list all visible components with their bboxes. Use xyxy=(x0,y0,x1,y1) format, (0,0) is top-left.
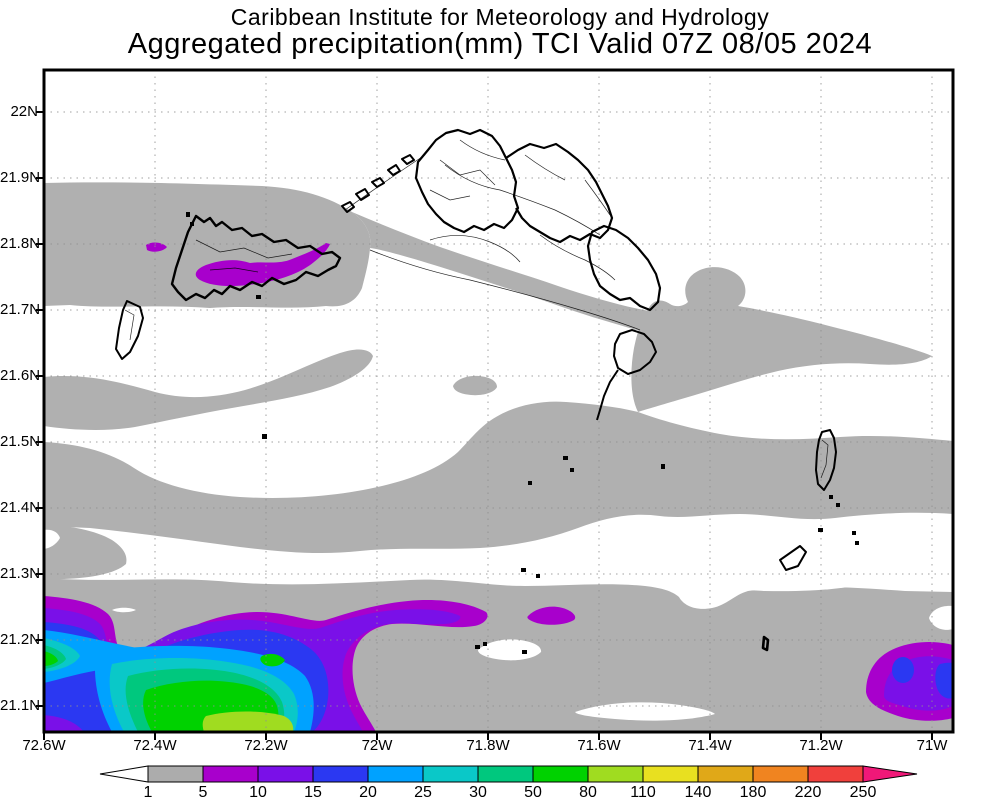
provo-magenta-patch xyxy=(195,243,330,287)
colorbar-value: 140 xyxy=(684,784,712,800)
south-caicos-island xyxy=(613,329,657,375)
southwest-precip-max xyxy=(44,596,488,732)
providenciales-island xyxy=(170,214,342,302)
provo-magenta-speck xyxy=(146,242,167,252)
precip-holes-layer xyxy=(44,426,953,721)
colorbar-value: 25 xyxy=(414,784,432,800)
lat-label: 21.8N xyxy=(0,235,41,252)
lon-label: 71.6W xyxy=(577,737,621,754)
lon-label: 71.4W xyxy=(688,737,732,754)
colorbar-box xyxy=(312,765,369,783)
precip-shaded-layers xyxy=(44,242,953,732)
gray-top-band xyxy=(44,182,371,308)
colorbar-box xyxy=(202,765,259,783)
colorbar-box xyxy=(477,765,534,783)
lat-label: 21.2N xyxy=(0,631,41,648)
lat-label: 21.9N xyxy=(0,169,41,186)
colorbar-value: 110 xyxy=(630,784,656,800)
colorbar-box xyxy=(807,765,864,783)
colorbar-underflow-arrow xyxy=(99,765,149,783)
salt-cay-island xyxy=(779,545,807,571)
institute-title: Caribbean Institute for Meteorology and … xyxy=(230,4,770,30)
lon-label: 72.4W xyxy=(133,737,177,754)
cay-chain xyxy=(341,154,415,213)
product-title: Aggregated precipitation(mm) TCI Valid 0… xyxy=(127,28,873,60)
colorbar-value: 30 xyxy=(469,784,487,800)
colorbar-box xyxy=(752,765,809,783)
colorbar-value: 80 xyxy=(579,784,597,800)
colorbar-box xyxy=(147,765,204,783)
colorbar-box xyxy=(587,765,644,783)
lon-label: 71W xyxy=(916,737,948,754)
middle-caicos-island xyxy=(505,142,614,244)
lat-label: 21.5N xyxy=(0,433,41,450)
colorbar-value: 180 xyxy=(739,784,767,800)
colorbar-value: 1 xyxy=(143,784,153,800)
southeast-precip-blob xyxy=(866,641,953,721)
colorbar-box xyxy=(697,765,754,783)
east-caicos-island xyxy=(586,224,662,312)
lat-label: 21.3N xyxy=(0,565,41,582)
lat-label: 22N xyxy=(10,103,38,120)
grand-turk-island xyxy=(815,429,837,491)
gray-left-connector xyxy=(44,524,127,580)
colorbar-value: 250 xyxy=(849,784,877,800)
colorbar-value: 10 xyxy=(249,784,267,800)
north-caicos-island xyxy=(414,128,520,234)
lon-label: 71.2W xyxy=(799,737,843,754)
long-cay-strip xyxy=(596,369,619,421)
magenta-lens xyxy=(527,606,576,625)
gray-wave-band xyxy=(44,349,373,430)
west-caicos-island xyxy=(115,300,144,360)
lat-label: 21.6N xyxy=(0,367,41,384)
colorbar-box xyxy=(532,765,589,783)
colorbar-box xyxy=(257,765,314,783)
colorbar-value: 220 xyxy=(794,784,822,800)
colorbar-box xyxy=(422,765,479,783)
gray-east-tongue xyxy=(631,267,932,412)
big-sand-cay xyxy=(761,635,770,652)
colorbar-value: 15 xyxy=(304,784,322,800)
colorbar-value: 5 xyxy=(198,784,208,800)
gray-central-mass xyxy=(44,401,953,554)
lon-label: 72.2W xyxy=(244,737,288,754)
bank-detail-lines xyxy=(124,139,829,479)
colorbar-value: 50 xyxy=(524,784,542,800)
lon-label: 72W xyxy=(361,737,393,754)
map-frame xyxy=(36,68,955,740)
lat-label: 21.7N xyxy=(0,301,41,318)
colorbar-value: 20 xyxy=(359,784,377,800)
lon-label: 71.8W xyxy=(466,737,510,754)
colorbar-box xyxy=(642,765,699,783)
gray-small-oval xyxy=(453,375,497,396)
colorbar-box xyxy=(367,765,424,783)
colorbar-overflow-arrow xyxy=(862,765,918,783)
lat-label: 21.1N xyxy=(0,697,41,714)
lon-label: 72.6W xyxy=(22,737,66,754)
gray-bank-ribbon xyxy=(352,212,658,336)
small-cays xyxy=(186,212,859,654)
lat-label: 21.4N xyxy=(0,499,41,516)
turks-caicos-coastlines xyxy=(115,128,837,652)
colorbar xyxy=(99,765,918,783)
